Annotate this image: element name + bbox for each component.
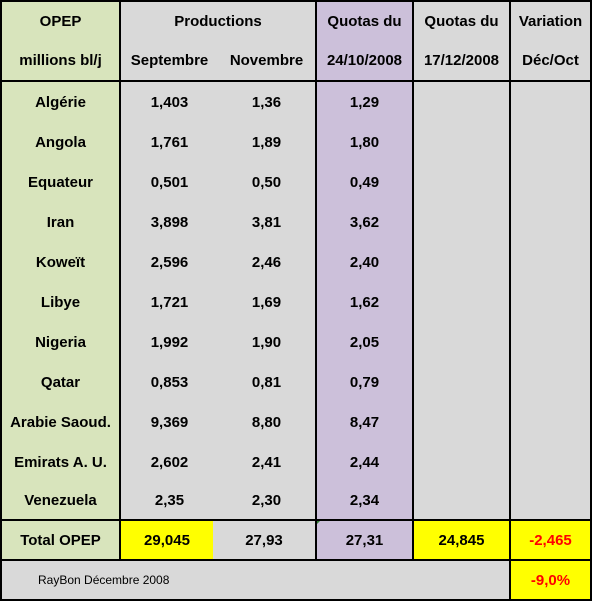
border-col1 — [119, 0, 121, 561]
quota-dec-cell — [414, 402, 509, 442]
variation-cell — [511, 402, 590, 442]
country-cell: Emirats A. U. — [2, 442, 119, 482]
septembre-cell: 0,853 — [121, 362, 218, 402]
border-header-bottom — [0, 80, 592, 82]
border-total-top — [0, 519, 592, 521]
septembre-cell: 1,761 — [121, 122, 218, 162]
novembre-cell: 8,80 — [218, 402, 315, 442]
border-col3 — [315, 0, 317, 561]
novembre-cell: 0,50 — [218, 162, 315, 202]
border-left — [0, 0, 2, 601]
country-cell: Qatar — [2, 362, 119, 402]
variation-cell — [511, 322, 590, 362]
novembre-cell: 1,89 — [218, 122, 315, 162]
quota-dec-cell — [414, 362, 509, 402]
total-variation: -2,465 — [511, 521, 590, 559]
septembre-cell: 3,898 — [121, 202, 218, 242]
quota-oct-cell: 2,44 — [317, 442, 412, 482]
country-cell: Angola — [2, 122, 119, 162]
variation-cell — [511, 162, 590, 202]
border-col5 — [509, 0, 511, 601]
header-quotas-oct: Quotas du — [317, 2, 412, 40]
variation-cell — [511, 122, 590, 162]
total-label: Total OPEP — [2, 521, 119, 559]
quota-oct-cell: 2,34 — [317, 482, 412, 519]
header-novembre: Novembre — [218, 40, 315, 80]
total-septembre: 29,045 — [121, 521, 213, 559]
quota-dec-cell — [414, 122, 509, 162]
septembre-cell: 2,602 — [121, 442, 218, 482]
total-novembre: 27,93 — [213, 521, 315, 559]
quota-dec-cell — [414, 242, 509, 282]
variation-cell — [511, 202, 590, 242]
variation-cell — [511, 82, 590, 122]
quota-oct-cell: 1,62 — [317, 282, 412, 322]
novembre-cell: 1,90 — [218, 322, 315, 362]
country-cell: Algérie — [2, 82, 119, 122]
variation-cell — [511, 242, 590, 282]
quota-dec-cell — [414, 82, 509, 122]
country-cell: Equateur — [2, 162, 119, 202]
variation-cell — [511, 282, 590, 322]
quota-dec-cell — [414, 442, 509, 482]
country-cell: Arabie Saoud. — [2, 402, 119, 442]
header-date-dec: 17/12/2008 — [414, 40, 509, 80]
quota-oct-cell: 3,62 — [317, 202, 412, 242]
footer-note: RayBon Décembre 2008 — [2, 561, 509, 599]
novembre-cell: 2,41 — [218, 442, 315, 482]
quota-oct-cell: 1,80 — [317, 122, 412, 162]
novembre-cell: 1,69 — [218, 282, 315, 322]
total-quotas-dec: 24,845 — [414, 521, 509, 559]
comment-indicator-icon — [315, 521, 320, 526]
header-date-oct: 24/10/2008 — [317, 40, 412, 80]
septembre-cell: 2,35 — [121, 482, 218, 519]
variation-cell — [511, 482, 590, 519]
country-cell: Venezuela — [2, 482, 119, 519]
quota-oct-cell: 0,49 — [317, 162, 412, 202]
novembre-cell: 2,30 — [218, 482, 315, 519]
septembre-cell: 2,596 — [121, 242, 218, 282]
header-productions: Productions — [121, 2, 315, 40]
quota-oct-cell: 2,40 — [317, 242, 412, 282]
novembre-cell: 3,81 — [218, 202, 315, 242]
quota-oct-cell: 8,47 — [317, 402, 412, 442]
header-opep: OPEP — [2, 2, 119, 40]
border-right — [590, 0, 592, 601]
novembre-cell: 1,36 — [218, 82, 315, 122]
header-quotas-dec: Quotas du — [414, 2, 509, 40]
septembre-cell: 1,992 — [121, 322, 218, 362]
header-dec-oct: Déc/Oct — [511, 40, 590, 80]
quota-oct-cell: 0,79 — [317, 362, 412, 402]
variation-cell — [511, 362, 590, 402]
quota-dec-cell — [414, 322, 509, 362]
quota-dec-cell — [414, 282, 509, 322]
quota-dec-cell — [414, 482, 509, 519]
country-cell: Koweït — [2, 242, 119, 282]
total-quotas-oct: 27,31 — [317, 521, 412, 559]
border-top — [0, 0, 592, 2]
septembre-cell: 0,501 — [121, 162, 218, 202]
quota-oct-cell: 2,05 — [317, 322, 412, 362]
novembre-cell: 0,81 — [218, 362, 315, 402]
header-variation: Variation — [511, 2, 590, 40]
footer-percent: -9,0% — [511, 561, 590, 599]
country-cell: Iran — [2, 202, 119, 242]
quota-dec-cell — [414, 162, 509, 202]
septembre-cell: 1,403 — [121, 82, 218, 122]
quota-oct-cell: 1,29 — [317, 82, 412, 122]
border-total-bottom — [0, 559, 592, 561]
header-units: millions bl/j — [2, 40, 119, 80]
country-cell: Libye — [2, 282, 119, 322]
border-col4 — [412, 0, 414, 561]
header-septembre: Septembre — [121, 40, 218, 80]
novembre-cell: 2,46 — [218, 242, 315, 282]
country-cell: Nigeria — [2, 322, 119, 362]
border-bottom — [0, 599, 592, 601]
quota-dec-cell — [414, 202, 509, 242]
variation-cell — [511, 442, 590, 482]
septembre-cell: 9,369 — [121, 402, 218, 442]
septembre-cell: 1,721 — [121, 282, 218, 322]
